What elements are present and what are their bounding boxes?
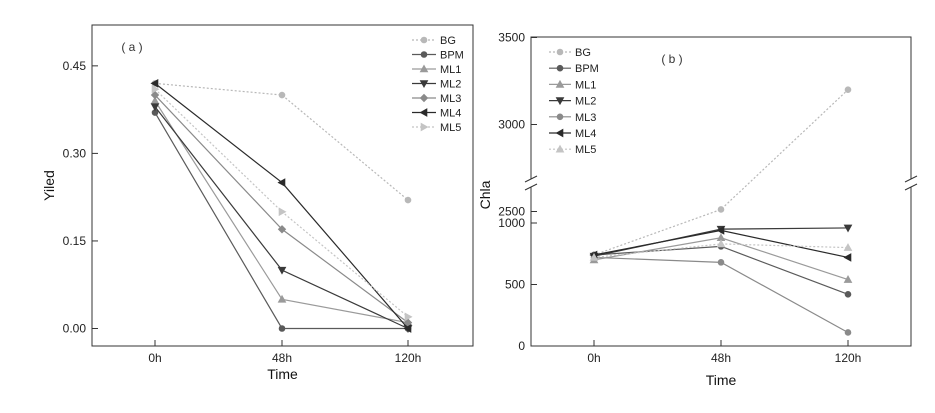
chart-panel-b: ( b )050010002500300035000h48h120hTimeCh… [477,31,917,389]
x-tick-label: 48h [272,351,292,365]
x-tick-label: 0h [587,351,600,365]
legend-label: BG [575,47,591,59]
axis-break-gap [905,179,917,187]
series-line-ml3 [594,257,848,332]
data-point [279,267,286,273]
legend-label: ML2 [575,96,596,108]
x-axis-title: Time [267,366,298,382]
data-point [718,207,724,213]
legend-label: ML4 [575,128,596,140]
data-point [845,254,851,261]
legend-marker [557,114,563,120]
legend-label: ML1 [440,64,461,76]
legend-label: ML2 [440,79,461,91]
data-point [845,87,851,93]
data-point [405,197,411,203]
x-axis-title: Time [706,372,737,388]
data-point [845,330,851,336]
y-tick-label: 500 [505,278,525,292]
x-tick-label: 48h [711,351,731,365]
axis-break-gap [525,179,537,187]
y-tick-label: 0.00 [63,321,87,335]
x-tick-label: 0h [148,351,161,365]
data-point [279,92,285,98]
legend-label: BG [440,35,456,47]
y-tick-label: 0.45 [63,59,87,73]
legend-label: ML1 [575,79,596,91]
series-line-ml5 [155,89,408,317]
data-point [718,240,725,246]
legend-label: ML3 [575,112,596,124]
legend-marker [421,109,427,116]
x-tick-label: 120h [395,351,422,365]
legend-marker [421,37,427,43]
legend-marker [557,65,563,71]
legend-marker [421,95,428,102]
legend-label: ML4 [440,108,461,120]
legend-marker [557,49,563,55]
data-point [279,296,286,302]
series-line-ml3 [155,95,408,323]
panel-label: ( a ) [121,40,142,54]
y-axis-title: Yiled [41,170,57,201]
y-tick-label: 0 [518,339,525,353]
y-tick-label: 0.15 [63,234,87,248]
legend-label: ML5 [575,144,596,156]
panel-label: ( b ) [661,52,682,66]
legend-label: BPM [575,63,599,75]
y-tick-label: 2500 [498,205,525,219]
y-tick-label: 3000 [498,118,525,132]
legend-marker [421,124,427,131]
x-tick-label: 120h [835,351,862,365]
data-point [845,292,851,298]
legend-marker [421,52,427,58]
data-point [718,260,724,266]
data-point [279,326,285,332]
chart-panel-a: ( a ) 0.00 0.15 0.30 0.45 0h 48h 120h Time Yiled B… [41,25,473,382]
series-line-ml4 [155,83,408,328]
y-tick-label: 3500 [498,31,525,45]
legend-label: ML5 [440,122,461,134]
legend-marker [557,130,563,137]
y-tick-label: 0.30 [63,146,87,160]
y-axis-title: Chla [477,180,493,209]
legend-label: BPM [440,50,464,62]
legend-label: ML3 [440,93,461,105]
